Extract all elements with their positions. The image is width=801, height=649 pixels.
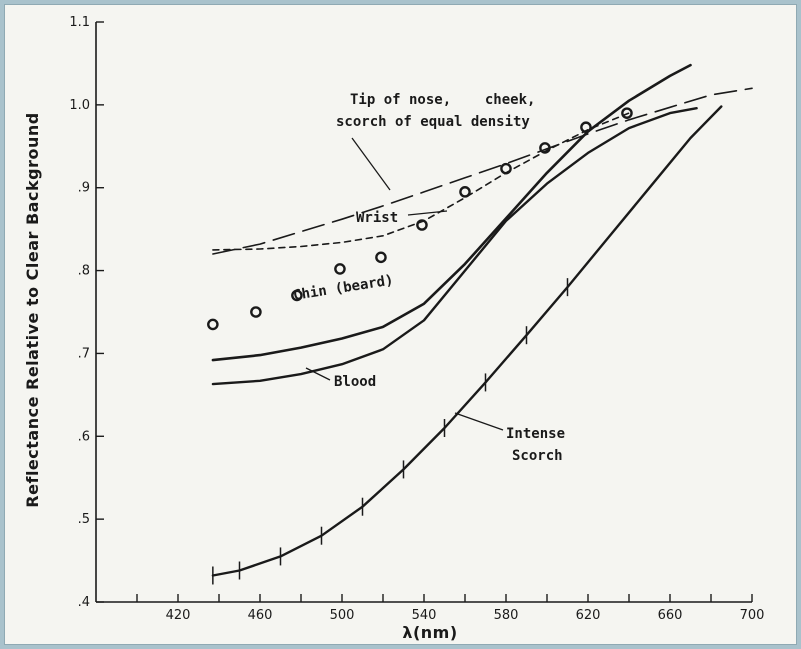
annotation-blood: Blood	[334, 374, 376, 390]
blood-curve	[211, 107, 698, 386]
y-tick-label: .4	[78, 595, 90, 610]
chin-data-point	[207, 318, 219, 331]
annotation-scorch-line2: Scorch	[512, 448, 563, 464]
y-tick-label: .7	[78, 346, 90, 361]
chin-data-point	[459, 186, 471, 198]
tip-leader	[351, 137, 391, 191]
x-tick-label: 660	[658, 608, 683, 623]
intense-scorch-curve	[211, 105, 723, 577]
chin-data-point	[334, 263, 346, 275]
blood-leader	[305, 367, 331, 381]
x-tick-label: 580	[494, 608, 519, 623]
x-tick-label: 420	[166, 608, 191, 623]
chin-data-point	[621, 107, 633, 119]
annotation-tip-line2: scorch of equal density	[336, 114, 530, 130]
x-axis-label: λ(nm)	[402, 623, 457, 642]
annotation-chin: Chin (beard)	[292, 272, 394, 304]
chin-data-point	[375, 251, 387, 264]
axes: 420 460 500 540 580 620 660 700 .4 .5 .6 .7 .8 .9 1.0 1…	[69, 15, 764, 623]
y-axis-label: Reflectance Relative to Clear Background	[23, 112, 42, 507]
tip-of-nose-curve	[212, 87, 753, 255]
x-tick-label: 620	[576, 608, 601, 623]
annotation-leaders	[305, 137, 504, 431]
y-tick-label: 1.1	[69, 15, 90, 30]
x-tick-label: 540	[412, 608, 437, 623]
annotation-wrist: Wrist	[356, 210, 398, 226]
chin-data-point	[250, 306, 262, 318]
y-tick-label: .5	[78, 512, 90, 527]
chin-data-point	[291, 289, 303, 302]
x-tick-label: 700	[740, 608, 765, 623]
chin-curve	[211, 63, 692, 362]
y-tick-label: .9	[78, 181, 90, 196]
chin-data-point	[416, 219, 428, 231]
x-tick-label: 460	[248, 608, 273, 623]
annotation-tip-line1: Tip of nose, cheek,	[350, 92, 535, 108]
scorch-leader	[454, 412, 504, 431]
x-tick-label: 500	[330, 608, 355, 623]
y-tick-label: .6	[78, 429, 90, 444]
wrist-leader	[407, 210, 448, 216]
chin-data-point	[500, 162, 512, 175]
annotation-scorch-line1: Intense	[506, 426, 565, 442]
y-tick-label: 1.0	[69, 98, 90, 113]
y-tick-label: .8	[78, 264, 90, 279]
chin-data-point	[539, 142, 551, 154]
figure-frame	[4, 4, 797, 645]
curves	[207, 63, 753, 585]
